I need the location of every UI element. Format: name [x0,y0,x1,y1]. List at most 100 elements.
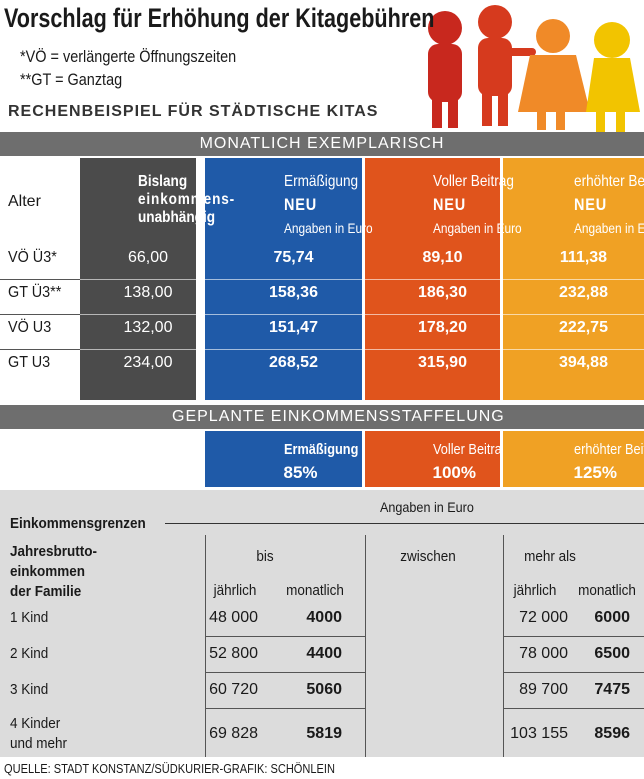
income-bg [0,490,644,757]
cell: 4400 [306,645,342,662]
row-separator [205,314,362,315]
row-label: 3 Kind [10,681,49,698]
row-head: der Familie [10,583,82,600]
row-separator [0,279,80,280]
row-label: 4 Kinder [10,715,61,732]
column-heading: NEU [573,195,607,214]
row-separator [365,349,500,350]
box-pct: 125% [573,463,617,482]
cell: 4000 [306,609,342,626]
column-unit: Angaben in Euro [573,220,644,236]
column-heading: Ermäßigung [283,173,358,190]
column-heading: unabhängig [138,209,216,226]
cell: 268,52 [269,354,318,371]
cell: 394,88 [559,354,608,371]
percent-box [365,431,500,487]
percent-box [205,431,362,487]
column-heading: erhöhter Beitrag [573,173,644,190]
cell: 132,00 [123,319,173,336]
row-separator [503,636,644,637]
column-unit: Angaben in Euro [283,220,373,236]
cell: 178,20 [418,319,467,336]
banner [0,405,644,429]
banner [0,132,644,156]
cell: 7475 [594,681,630,698]
box-name: Ermäßigung [283,441,358,458]
box-name: erhöhter Beitrag [573,441,644,458]
row-label: 1 Kind [10,609,49,626]
row-separator [80,349,196,350]
banner-text: GEPLANTE EINKOMMENSSTAFFELUNG [172,408,505,425]
percent-box [503,431,644,487]
group-heading: mehr als [524,548,576,565]
column-divider [365,535,366,757]
cell: 186,30 [418,284,467,301]
cell: 222,75 [559,319,608,336]
column-heading: NEU [432,195,466,214]
box-pct: 85% [283,463,318,482]
row-label: GT U3 [8,354,51,371]
cell: 60 720 [209,681,258,698]
row-separator [80,279,196,280]
row-head: einkommen [10,563,86,580]
row-separator [503,279,644,280]
income-title: Einkommensgrenzen [10,515,146,532]
cell: 6500 [594,645,630,662]
group-heading: bis [256,548,274,565]
row-separator [80,314,196,315]
cell: 103 155 [510,725,568,742]
cell: 234,00 [123,354,173,371]
row-separator [205,672,365,673]
row-separator [0,314,80,315]
row-separator [0,349,80,350]
row-separator [205,279,362,280]
cell: 232,88 [559,284,608,301]
sub-heading: jährlich [513,582,557,599]
row-label: und mehr [10,735,68,752]
title: Vorschlag für Erhöhung der Kitagebühren [4,3,435,33]
row-separator [205,349,362,350]
sub-heading: monatlich [286,582,344,599]
column-divider [205,535,206,757]
row-label: VÖ U3 [8,319,52,336]
row-separator [503,672,644,673]
column-heading: NEU [283,195,317,214]
cell: 66,00 [127,249,169,266]
row-separator [205,708,365,709]
group-heading: zwischen [400,548,456,565]
box-name: Voller Beitrag [432,441,509,458]
row-separator [503,708,644,709]
column-heading: Voller Beitrag [432,173,514,190]
row-separator [365,279,500,280]
cell: 8596 [594,725,630,742]
cell: 75,74 [273,249,314,266]
cell: 52 800 [209,645,258,662]
box-pct: 100% [432,463,476,482]
row-label: VÖ Ü3* [8,249,57,266]
note: *VÖ = verlängerte Öffnungszeiten [20,47,237,66]
cell: 5819 [306,725,342,742]
cell: 151,47 [269,319,318,336]
cell: 315,90 [418,354,467,371]
sub-heading: jährlich [213,582,257,599]
cell: 72 000 [519,609,568,626]
cell: 138,00 [123,284,173,301]
sub-heading: monatlich [578,582,636,599]
note: **GT = Ganztag [20,70,123,89]
column-unit: Angaben in Euro [432,220,522,236]
cell: 6000 [594,609,630,626]
cell: 5060 [306,681,342,698]
row-head: Jahresbrutto- [10,543,98,560]
cell: 158,36 [269,284,318,301]
row-label: 2 Kind [10,645,49,662]
cell: 48 000 [209,609,258,626]
rule [165,523,644,524]
children-illustration [428,5,640,132]
banner-text: MONATLICH EXEMPLARISCH [199,135,445,152]
cell: 89 700 [519,681,568,698]
cell: 69 828 [209,725,258,742]
unit: Angaben in Euro [380,499,474,515]
column-divider [503,535,504,757]
row-label: GT Ü3** [8,284,62,301]
